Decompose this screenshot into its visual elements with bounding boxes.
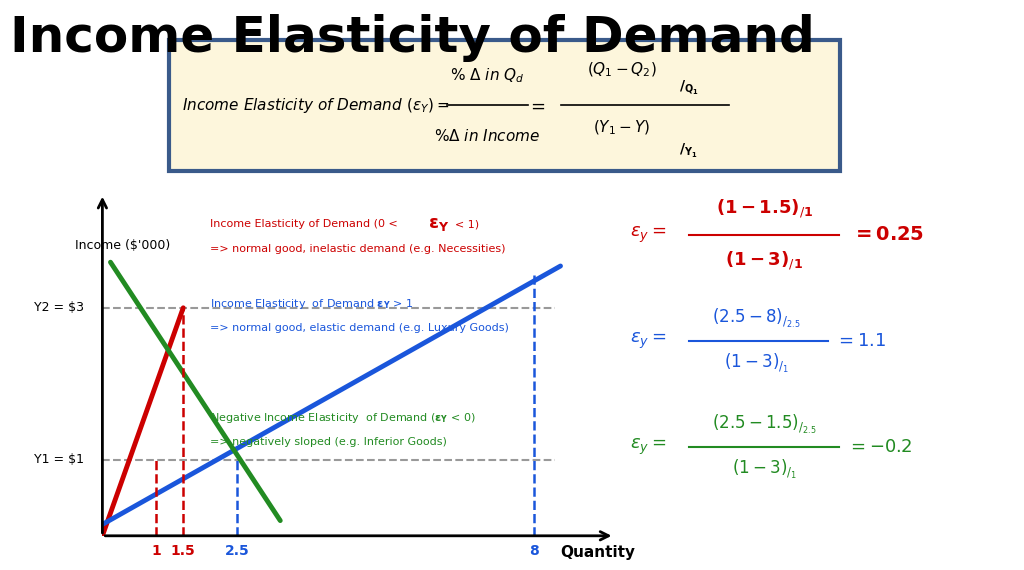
Text: $\it{\%\ \Delta\ in\ Q_d}$: $\it{\%\ \Delta\ in\ Q_d}$: [451, 66, 524, 85]
Text: $\it{Income\ Elasticity\ of\ Demand}\ (\varepsilon_Y) =$: $\it{Income\ Elasticity\ of\ Demand}\ (\…: [182, 96, 450, 115]
Text: 8: 8: [528, 544, 539, 558]
Text: < 1): < 1): [456, 219, 479, 229]
Text: $(2.5 - 8)_{/_{2.5}}$: $(2.5 - 8)_{/_{2.5}}$: [712, 307, 801, 330]
Text: $\varepsilon_y =$: $\varepsilon_y =$: [630, 225, 666, 245]
Text: $\mathbf{/_{Y_1}}$: $\mathbf{/_{Y_1}}$: [680, 142, 698, 160]
Text: Income Elasticity  of Demand $\mathbf{\varepsilon_Y}$ > 1: Income Elasticity of Demand $\mathbf{\va…: [210, 297, 414, 311]
Text: Income Elasticity of Demand: Income Elasticity of Demand: [10, 14, 815, 62]
Text: $\mathbf{\varepsilon_Y}$: $\mathbf{\varepsilon_Y}$: [428, 215, 450, 233]
FancyBboxPatch shape: [169, 40, 840, 171]
Text: Income Elasticity of Demand (0 <: Income Elasticity of Demand (0 <: [210, 219, 401, 229]
Text: Negative Income Elasticity  of Demand ($\mathbf{\varepsilon_Y}$ < 0): Negative Income Elasticity of Demand ($\…: [210, 411, 476, 425]
Text: => negatively sloped (e.g. Inferior Goods): => negatively sloped (e.g. Inferior Good…: [210, 437, 447, 447]
Text: Income ($'000): Income ($'000): [76, 239, 171, 253]
Text: $=\mathit{-0.2}$: $=\mathit{-0.2}$: [847, 438, 911, 456]
Text: $(2.5 - 1.5)_{/_{2.5}}$: $(2.5 - 1.5)_{/_{2.5}}$: [712, 413, 816, 436]
Text: $(1 - 3)_{/_{1}}$: $(1 - 3)_{/_{1}}$: [724, 352, 790, 374]
Text: 1.5: 1.5: [171, 544, 196, 558]
Text: $=$: $=$: [527, 96, 546, 115]
Text: => normal good, elastic demand (e.g. Luxury Goods): => normal good, elastic demand (e.g. Lux…: [210, 323, 509, 333]
Text: $\mathbf{= 0.25}$: $\mathbf{= 0.25}$: [852, 225, 925, 245]
Text: $(Y_1 - Y)$: $(Y_1 - Y)$: [593, 119, 650, 137]
Text: $\varepsilon_y =$: $\varepsilon_y =$: [630, 437, 666, 457]
Text: $\it{\%\Delta\ in\ Income}$: $\it{\%\Delta\ in\ Income}$: [434, 128, 541, 144]
Text: $\mathbf{(1 - 3)}_{/\mathbf{1}}$: $\mathbf{(1 - 3)}_{/\mathbf{1}}$: [725, 249, 803, 272]
Text: $=\mathit{1.1}$: $=\mathit{1.1}$: [836, 332, 886, 350]
Text: => normal good, inelastic demand (e.g. Necessities): => normal good, inelastic demand (e.g. N…: [210, 243, 506, 254]
Text: Y2 = $3: Y2 = $3: [34, 302, 84, 314]
Text: Y1 = $1: Y1 = $1: [34, 453, 84, 466]
Text: 1: 1: [152, 544, 161, 558]
Text: $(1 - 3)_{/_{1}}$: $(1 - 3)_{/_{1}}$: [731, 458, 797, 481]
Text: 2.5: 2.5: [224, 544, 250, 558]
Text: Quantity: Quantity: [561, 545, 636, 560]
Text: $\varepsilon_y =$: $\varepsilon_y =$: [630, 331, 666, 351]
Text: $\mathbf{/_{Q_1}}$: $\mathbf{/_{Q_1}}$: [679, 79, 698, 97]
Text: $(Q_1 - Q_2)$: $(Q_1 - Q_2)$: [587, 61, 656, 79]
Text: $\mathbf{(1 - 1.5)}_{/\mathbf{1}}$: $\mathbf{(1 - 1.5)}_{/\mathbf{1}}$: [716, 198, 813, 221]
